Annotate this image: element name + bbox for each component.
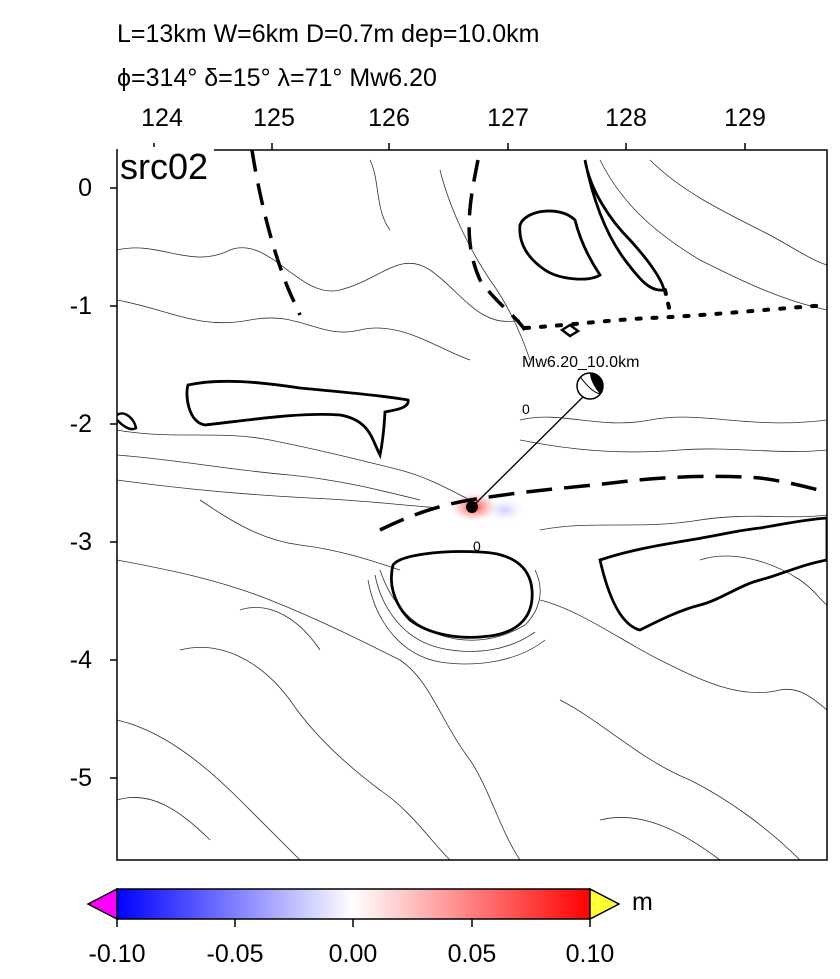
y-tick-label: -3	[69, 528, 92, 556]
colorbar-unit-label: m	[632, 888, 653, 916]
title-focal-mechanism: ϕ=314° δ=15° λ=71° Mw6.20	[117, 64, 437, 92]
y-tick-label: 0	[78, 174, 92, 202]
title-source-parameters: L=13km W=6km D=0.7m dep=10.0km	[117, 20, 540, 48]
subsidence-anomaly	[483, 496, 527, 524]
map-frame	[116, 149, 828, 861]
x-tick-label: 128	[605, 104, 647, 132]
thick-contour-north-islet	[518, 209, 602, 281]
colorbar-tick-label: 0.05	[447, 940, 497, 968]
x-tick-label: 127	[487, 104, 529, 132]
top-axis-ticks	[153, 143, 746, 150]
left-axis-ticks	[110, 187, 117, 779]
source-label: Mw6.20_10.0km	[522, 354, 639, 371]
colorbar-tick-label: 0.00	[328, 940, 378, 968]
contour-value-label: 0	[522, 401, 530, 417]
thick-contour-west-island	[185, 379, 410, 460]
thick-contour-small	[559, 323, 581, 338]
map-area: Mw6.20_10.0km 0 0	[117, 150, 827, 860]
thin-bathymetry-contours	[117, 159, 827, 860]
trench-line-central	[379, 474, 827, 532]
epicenter-leader-line	[471, 389, 591, 508]
boundary-dotted-segment	[663, 288, 672, 314]
y-tick-label: -1	[69, 292, 92, 320]
focal-mechanism-beachball	[576, 372, 604, 400]
epicenter-marker	[466, 501, 478, 513]
colorbar-gradient	[116, 888, 591, 920]
panel-label: src02	[118, 147, 215, 187]
colorbar-overflow-triangle	[589, 887, 621, 921]
x-tick-label: 129	[724, 104, 766, 132]
thick-contour-west-edge	[117, 412, 138, 431]
trench-line-west	[250, 150, 302, 316]
trench-line-north	[467, 159, 527, 331]
colorbar-tick-label: 0.10	[565, 940, 615, 968]
y-tick-label: -5	[69, 764, 92, 792]
colorbar-tick-label: -0.10	[88, 940, 146, 968]
y-tick-label: -2	[69, 410, 92, 438]
thick-contour-south-island	[390, 550, 534, 639]
x-tick-label: 125	[253, 104, 295, 132]
colorbar	[86, 887, 621, 927]
y-tick-label: -4	[69, 646, 92, 674]
x-tick-label: 124	[141, 104, 183, 132]
colorbar-tick-label: -0.05	[206, 940, 264, 968]
x-tick-label: 126	[368, 104, 410, 132]
contour-value-label: 0	[473, 538, 481, 554]
colorbar-underflow-triangle	[86, 887, 118, 921]
thick-contour-east-island	[598, 516, 827, 632]
